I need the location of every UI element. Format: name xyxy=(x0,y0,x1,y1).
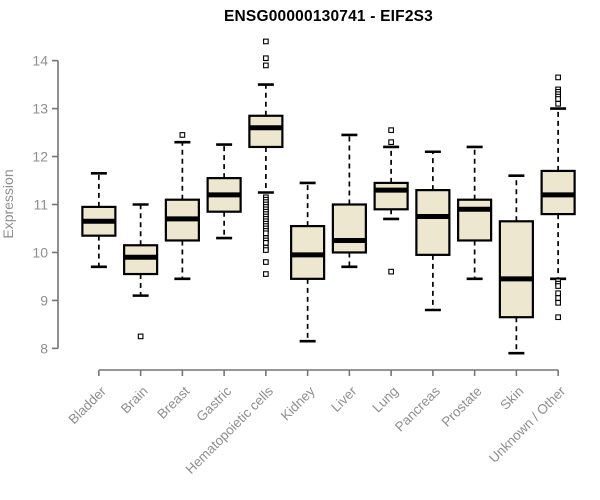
boxplot-hematopoietic-cells xyxy=(248,38,284,277)
boxplot-liver xyxy=(331,133,367,269)
y-tick-label-11: 11 xyxy=(33,197,48,213)
box-lung xyxy=(373,181,409,211)
y-tick-label-12: 12 xyxy=(32,149,48,165)
x-tick-label-kidney: Kidney xyxy=(278,383,318,423)
box-prostate xyxy=(457,198,493,242)
x-tick-label-breast: Breast xyxy=(154,383,192,421)
boxplot-unknown-other xyxy=(540,74,576,321)
x-tick-label-pancreas: Pancreas xyxy=(392,383,443,434)
boxplot-skin xyxy=(498,174,534,355)
x-tick-label-lung: Lung xyxy=(369,384,401,416)
y-tick-label-14: 14 xyxy=(32,53,48,69)
y-tick-label-13: 13 xyxy=(32,101,48,117)
outlier-lung-2 xyxy=(388,268,394,275)
outlier-lung-0 xyxy=(388,127,394,134)
outlier-unknown-other-11 xyxy=(555,295,561,301)
box-liver xyxy=(331,203,367,254)
boxplot-pancreas xyxy=(415,150,451,312)
x-tick-label-prostate: Prostate xyxy=(439,384,485,430)
boxplot-gastric xyxy=(206,143,242,240)
boxplot-prostate xyxy=(457,145,493,281)
x-tick-label-bladder: Bladder xyxy=(65,383,109,427)
outlier-unknown-other-5 xyxy=(555,96,561,102)
outlier-unknown-other-12 xyxy=(555,299,561,306)
chart-title: ENSG00000130741 - EIF2S3 xyxy=(223,8,434,25)
outlier-hematopoietic-cells-25 xyxy=(263,271,269,277)
x-tick-label-liver: Liver xyxy=(328,383,360,415)
outlier-hematopoietic-cells-24 xyxy=(263,259,269,265)
box-hematopoietic-cells xyxy=(248,114,284,149)
outlier-lung-1 xyxy=(388,139,394,146)
box-pancreas xyxy=(415,189,451,256)
y-tick-label-9: 9 xyxy=(40,292,48,308)
boxplot-brain xyxy=(123,203,159,340)
outlier-brain-0 xyxy=(137,333,144,340)
outlier-unknown-other-6 xyxy=(555,100,561,107)
x-tick-label-gastric: Gastric xyxy=(193,383,234,424)
outlier-breast-0 xyxy=(179,132,186,138)
outlier-hematopoietic-cells-2 xyxy=(263,62,269,69)
x-tick-label-brain: Brain xyxy=(118,384,151,417)
outlier-hematopoietic-cells-21 xyxy=(263,240,269,246)
outlier-unknown-other-9 xyxy=(555,283,561,289)
outlier-unknown-other-10 xyxy=(555,290,561,297)
box-skin xyxy=(498,220,534,319)
outlier-unknown-other-0 xyxy=(555,74,561,81)
x-tick-label-unknown-other: Unknown / Other xyxy=(486,383,569,466)
boxplot-bladder xyxy=(81,172,117,269)
boxplot-breast xyxy=(164,132,200,281)
y-tick-label-10: 10 xyxy=(32,244,48,260)
outlier-hematopoietic-cells-18 xyxy=(263,230,269,237)
boxplot-kidney xyxy=(290,181,326,343)
x-tick-label-skin: Skin xyxy=(497,384,526,413)
outlier-hematopoietic-cells-23 xyxy=(263,247,269,253)
outlier-hematopoietic-cells-1 xyxy=(263,55,269,62)
outlier-unknown-other-13 xyxy=(555,314,561,321)
y-tick-label-8: 8 xyxy=(40,340,48,356)
outlier-hematopoietic-cells-0 xyxy=(263,38,269,45)
y-axis-label: Expression xyxy=(0,169,16,239)
boxplot-lung xyxy=(373,127,409,275)
